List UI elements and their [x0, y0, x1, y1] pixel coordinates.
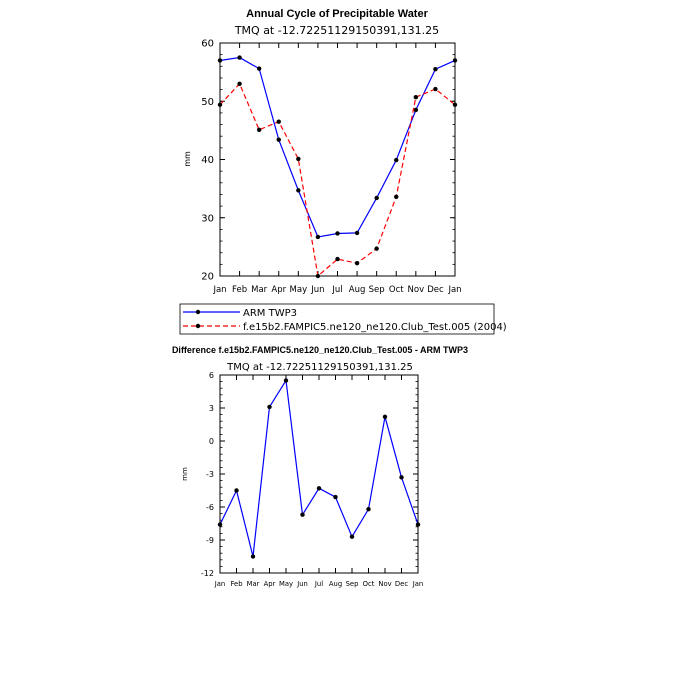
- chart2-xtick-label: Dec: [395, 580, 408, 588]
- chart1-xtick-label: Aug: [349, 285, 366, 295]
- chart1-point: [237, 55, 242, 60]
- chart1-ytick-label: 50: [201, 97, 214, 108]
- chart1-point: [237, 81, 242, 86]
- chart1-series-line-0: [219, 56, 456, 238]
- chart1-ytick-label: 30: [201, 213, 214, 224]
- chart1-ytick-label: 60: [201, 39, 214, 50]
- chart2-ytick-label: -9: [206, 536, 214, 545]
- chart1-legend: ARM TWP3 f.e15b2.FAMPIC5.ne120_ne120.Clu…: [179, 303, 507, 335]
- chart2-ytick-label: 0: [209, 437, 214, 446]
- legend-label-model: f.e15b2.FAMPIC5.ne120_ne120.Club_Test.00…: [243, 322, 507, 333]
- chart2-xtick-label: Feb: [230, 580, 242, 588]
- legend-marker-model: [195, 323, 201, 329]
- chart1-point: [374, 195, 379, 201]
- chart1-frame: [219, 42, 456, 277]
- chart1-point: [296, 156, 301, 162]
- chart1-xtick-label: Jan: [212, 285, 226, 295]
- chart2-frame: [219, 374, 419, 574]
- chart1-point: [354, 230, 360, 236]
- chart1-xtick-label: Sep: [369, 285, 385, 295]
- chart2-ytick-label: -3: [206, 470, 214, 479]
- chart1-point: [276, 137, 281, 142]
- chart2-xtick-label: Sep: [346, 580, 359, 588]
- chart2-point: [234, 488, 239, 493]
- chart1-point: [413, 94, 419, 100]
- chart2-xtick-label: Nov: [378, 580, 391, 588]
- chart2-point: [333, 494, 338, 500]
- chart2-point: [316, 486, 322, 491]
- chart1-xtick-label: Feb: [232, 285, 247, 295]
- chart1-point: [256, 127, 262, 132]
- chart2-series-line-0: [219, 378, 419, 557]
- chart2-xtick-label: Jun: [296, 580, 308, 588]
- chart2-point: [283, 378, 289, 383]
- chart1-point: [256, 66, 262, 71]
- legend-box: [179, 303, 495, 335]
- chart1-point: [413, 107, 419, 113]
- chart1-xtick-label: May: [290, 285, 308, 295]
- chart2-xtick-label: Jan: [214, 580, 225, 588]
- chart-annual-cycle: Annual Cycle of Precipitable Water TMQ a…: [179, 8, 507, 335]
- chart2-point: [267, 404, 272, 410]
- chart2-xtick-label: Oct: [363, 580, 375, 588]
- chart2-xtick-label: Jan: [412, 580, 423, 588]
- chart2-xtick-label: Jul: [314, 580, 323, 588]
- chart1-xtick-label: Oct: [389, 285, 404, 295]
- chart1-point: [315, 234, 321, 240]
- chart1-xtick-label: Jun: [310, 285, 324, 295]
- chart1-ylabel: mm: [183, 151, 192, 167]
- chart1-xtick-label: Jul: [331, 285, 342, 295]
- chart-difference: Difference f.e15b2.FAMPIC5.ne120_ne120.C…: [172, 345, 468, 588]
- chart1-point: [374, 246, 379, 251]
- chart2-point: [399, 475, 404, 480]
- chart2-ytick-label: -6: [206, 503, 214, 512]
- chart1-point: [335, 256, 340, 262]
- chart1-xtick-label: Jan: [447, 285, 461, 295]
- chart1-point: [296, 188, 301, 193]
- chart2-xtick-label: Aug: [329, 580, 342, 588]
- chart1-xtick-label: Dec: [427, 285, 444, 295]
- chart1-point: [433, 86, 438, 92]
- chart2-xtick-label: Mar: [247, 580, 260, 588]
- legend-label-arm: ARM TWP3: [243, 308, 297, 319]
- chart1-point: [354, 260, 360, 266]
- chart2-point: [366, 507, 371, 512]
- chart2-ytick-label: 6: [209, 371, 214, 380]
- chart1-point: [335, 231, 340, 236]
- chart1-title: Annual Cycle of Precipitable Water: [246, 8, 428, 20]
- chart2-title: Difference f.e15b2.FAMPIC5.ne120_ne120.C…: [172, 345, 468, 355]
- chart2-point: [300, 512, 305, 517]
- chart1-xtick-label: Nov: [408, 285, 425, 295]
- chart2-ytick-label: 3: [209, 404, 214, 413]
- chart1-ytick-label: 20: [201, 272, 214, 283]
- chart1-point: [394, 157, 399, 163]
- chart1-point: [394, 194, 399, 199]
- chart2-subtitle: TMQ at -12.72251129150391,131.25: [226, 362, 413, 373]
- chart1-xtick-label: Mar: [251, 285, 268, 295]
- legend-marker-arm: [195, 309, 201, 315]
- chart1-ytick-label: 40: [201, 155, 214, 166]
- chart2-xtick-label: May: [279, 580, 293, 588]
- chart2-xtick-label: Apr: [264, 580, 276, 588]
- chart2-ylabel: mm: [181, 467, 189, 481]
- chart1-subtitle: TMQ at -12.72251129150391,131.25: [234, 24, 439, 37]
- chart2-point: [250, 554, 256, 559]
- chart1-point: [276, 119, 281, 124]
- chart2-point: [382, 414, 388, 419]
- chart2-ytick-label: -12: [201, 569, 214, 578]
- chart1-series-line-1: [219, 82, 456, 278]
- chart1-point: [433, 67, 438, 72]
- chart1-xtick-label: Apr: [271, 285, 286, 295]
- chart2-point: [349, 534, 355, 539]
